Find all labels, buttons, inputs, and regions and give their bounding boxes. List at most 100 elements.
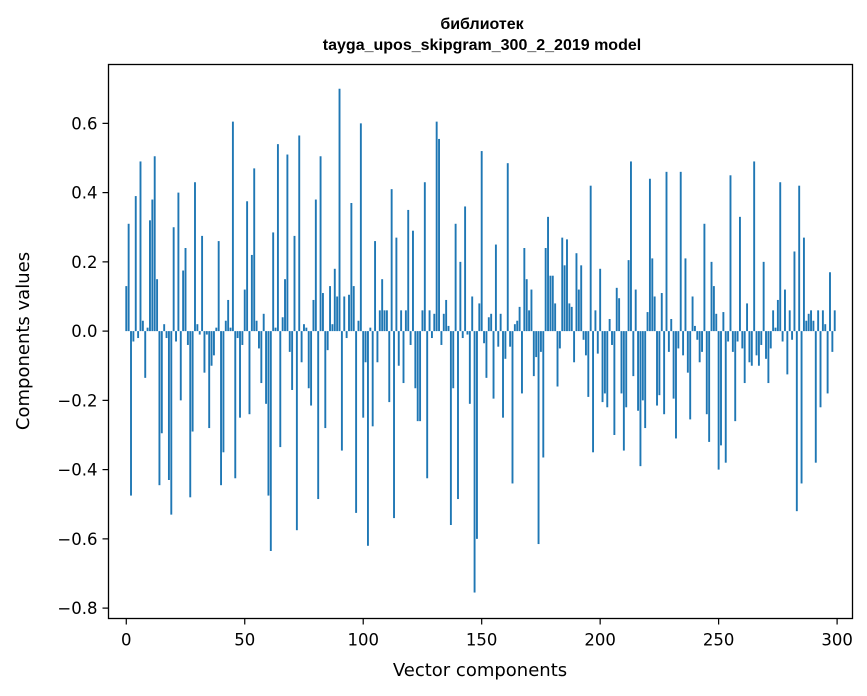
bar	[611, 331, 613, 345]
bar	[518, 306, 521, 332]
bar	[592, 331, 594, 453]
bar	[357, 320, 360, 332]
bar	[741, 331, 744, 349]
bar	[665, 171, 668, 332]
bar	[333, 268, 336, 332]
bar	[746, 303, 749, 332]
bar	[144, 331, 147, 378]
bar	[788, 310, 791, 332]
bar	[217, 241, 220, 332]
x-tick-label: 150	[466, 631, 498, 650]
bar	[575, 253, 578, 332]
bar	[303, 324, 305, 332]
bar	[506, 163, 509, 332]
bar	[314, 199, 317, 332]
bar	[757, 331, 760, 366]
bar	[833, 310, 836, 332]
bar	[141, 320, 144, 332]
bar	[615, 287, 618, 332]
bar	[703, 223, 706, 332]
bar	[215, 327, 218, 332]
bar	[511, 331, 514, 484]
bar	[596, 331, 599, 354]
bar	[153, 156, 156, 332]
bar	[807, 313, 810, 332]
bar	[535, 331, 538, 358]
bar	[132, 331, 135, 342]
y-tick-label: −0.8	[57, 599, 97, 618]
chart-subtitle: tayga_upos_skipgram_300_2_2019 model	[323, 37, 641, 54]
bar	[319, 156, 322, 332]
bar	[224, 320, 227, 332]
bar	[648, 178, 651, 332]
bar	[130, 331, 132, 496]
bar	[265, 331, 268, 404]
chart-title: библиотек	[440, 16, 524, 33]
bar	[416, 331, 419, 422]
bar	[137, 331, 140, 339]
bar	[445, 299, 448, 332]
bar	[539, 331, 542, 352]
bar	[582, 331, 585, 340]
bar	[393, 331, 395, 519]
bar	[374, 241, 377, 332]
x-tick-label: 100	[347, 631, 379, 650]
bar	[786, 331, 789, 375]
bar	[795, 331, 798, 512]
bar	[651, 258, 654, 332]
x-tick-label: 50	[234, 631, 255, 650]
bar	[440, 331, 443, 345]
bar	[359, 123, 362, 332]
bar	[767, 331, 770, 384]
bar	[679, 171, 682, 332]
bar	[549, 275, 552, 332]
bar	[563, 265, 566, 332]
bar	[367, 331, 369, 546]
bar	[362, 331, 365, 418]
bar	[829, 272, 831, 332]
bar	[646, 312, 649, 332]
bar	[542, 331, 545, 458]
bar	[421, 310, 424, 332]
bar	[724, 331, 727, 463]
bar	[499, 313, 502, 332]
y-axis-label: Components values	[13, 252, 34, 430]
bar	[324, 331, 327, 429]
bar	[158, 331, 161, 486]
bar	[402, 331, 405, 384]
bar	[212, 331, 215, 356]
bar	[618, 298, 621, 332]
x-tick-label: 200	[584, 631, 616, 650]
x-tick-label: 0	[121, 631, 132, 650]
y-tick-label: 0.4	[71, 184, 97, 203]
bar	[146, 327, 149, 332]
bar	[712, 286, 715, 332]
bar	[274, 327, 277, 332]
bar	[229, 327, 232, 332]
bar	[170, 331, 173, 515]
bar	[516, 320, 519, 332]
bar	[710, 261, 713, 332]
bar	[407, 209, 410, 332]
bar	[625, 331, 628, 408]
bar	[293, 235, 296, 332]
bar	[464, 206, 467, 332]
bar	[205, 331, 208, 335]
bar	[817, 310, 820, 332]
bar	[395, 237, 398, 332]
bar	[383, 310, 386, 332]
bar	[831, 331, 834, 352]
bar	[236, 331, 239, 339]
bar	[414, 331, 417, 389]
bar	[371, 331, 374, 427]
bar	[722, 312, 725, 332]
bar	[689, 331, 692, 420]
bar	[776, 299, 779, 332]
bar	[331, 324, 334, 332]
bar	[677, 331, 680, 349]
bar	[336, 296, 339, 332]
bar	[348, 294, 350, 332]
bar	[594, 310, 597, 332]
bar	[378, 310, 381, 332]
